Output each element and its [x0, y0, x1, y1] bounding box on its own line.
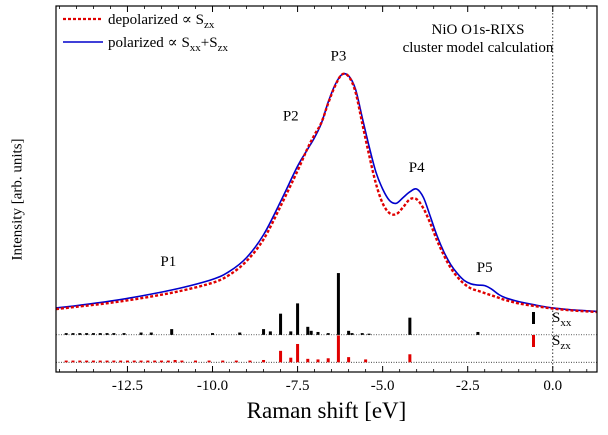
ticks-layer: -12.5 -10.0 -7.5 -5.0 -2.5 0.0: [59, 6, 588, 394]
stick-szx: [166, 360, 170, 363]
peak-label-p4: P4: [409, 160, 425, 176]
stick-sxx: [408, 317, 412, 335]
stick-szx: [194, 360, 198, 363]
stick-szx: [408, 354, 412, 363]
stick-legend: Sxx Szx: [532, 310, 572, 352]
stick-szx: [119, 360, 123, 363]
stick-sxx: [306, 326, 310, 335]
peak-label-p1: P1: [160, 254, 176, 270]
stick-szx: [316, 359, 320, 363]
stick-szx: [326, 358, 330, 363]
peak-labels-layer: P1 P2 P3 P4 P5: [160, 48, 492, 276]
stick-sxx: [64, 333, 68, 335]
stick-sxx: [279, 313, 283, 335]
x-tick-label: -2.5: [456, 378, 480, 394]
stick-szx: [248, 360, 252, 363]
stick-sxx: [360, 333, 364, 335]
stick-sxx: [78, 333, 82, 335]
stick-szx: [306, 358, 310, 363]
stick-szx: [180, 360, 184, 363]
stick-sxx: [98, 333, 102, 335]
stick-szx: [207, 360, 211, 363]
stick-sxx: [367, 333, 371, 335]
stick-sxx: [268, 331, 272, 335]
series-depolarized: [55, 72, 598, 314]
legend-szx-label: Szx: [552, 333, 571, 352]
stick-szx: [289, 357, 293, 363]
stick-sxx: [238, 332, 242, 335]
x-tick-label: -10.0: [197, 378, 228, 394]
stick-szx: [105, 360, 109, 363]
curves-layer: [55, 6, 598, 372]
stick-sxx: [91, 333, 95, 335]
annotation-line-1: NiO O1s-RIXS: [432, 22, 525, 38]
legend-sxx-label: Sxx: [552, 310, 572, 329]
stick-szx: [364, 359, 368, 363]
stick-sxx: [139, 332, 143, 335]
stick-sxx: [326, 333, 330, 335]
stick-szx: [336, 335, 340, 363]
stick-sxx: [262, 329, 266, 335]
stick-sxx: [149, 332, 153, 335]
stick-szx: [85, 360, 89, 363]
stick-szx: [153, 360, 157, 363]
stick-sxx: [350, 333, 354, 335]
peak-label-p5: P5: [477, 260, 493, 276]
stick-sxx: [309, 330, 313, 335]
stick-sxx: [170, 329, 174, 335]
series-polarized: [55, 72, 598, 313]
stick-szx: [296, 343, 300, 363]
peak-label-p3: P3: [330, 48, 346, 64]
x-axis-label: Raman shift [eV]: [246, 398, 407, 423]
stick-sxx: [347, 330, 351, 335]
stick-szx: [64, 360, 68, 363]
stick-szx: [279, 350, 283, 363]
stick-szx: [78, 360, 82, 363]
x-tick-label: -7.5: [286, 378, 310, 394]
stick-szx: [71, 360, 75, 363]
stick-szx: [173, 359, 177, 363]
stick-sxx: [105, 333, 109, 335]
stick-szx: [139, 360, 143, 363]
stick-sxx: [71, 333, 75, 335]
sticks-layer: [56, 273, 597, 363]
stick-sxx: [476, 331, 480, 335]
stick-szx: [98, 360, 102, 363]
stick-sxx: [122, 333, 126, 335]
stick-szx: [132, 360, 136, 363]
legend-polarized-label: polarized ∝ Sxx+Szx: [108, 35, 228, 54]
peak-label-p2: P2: [283, 108, 299, 124]
stick-szx: [112, 360, 116, 363]
stick-sxx: [296, 303, 300, 335]
annotation: NiO O1s-RIXS cluster model calculation: [403, 22, 554, 56]
stick-szx: [347, 357, 351, 363]
stick-szx: [91, 360, 95, 363]
stick-szx: [159, 360, 163, 363]
stick-sxx: [85, 333, 89, 335]
stick-szx: [234, 360, 238, 363]
plot-frame: [55, 5, 598, 373]
stick-szx: [221, 360, 225, 363]
y-axis-label: Intensity [arb. units]: [9, 137, 26, 261]
stick-sxx: [336, 273, 340, 335]
legend-szx-swatch: [532, 335, 535, 347]
legend-sxx-swatch: [532, 312, 535, 324]
stick-szx: [146, 360, 150, 363]
stick-sxx: [211, 333, 215, 335]
stick-sxx: [316, 331, 320, 335]
stick-szx: [262, 359, 266, 363]
stick-sxx: [289, 331, 293, 335]
x-tick-label: -12.5: [112, 378, 143, 394]
x-tick-label: 0.0: [543, 378, 562, 394]
x-tick-label: -5.0: [371, 378, 395, 394]
legend: depolarized ∝ Szx polarized ∝ Sxx+Szx: [63, 12, 228, 54]
y-axis-label-wrap: Intensity [arb. units]: [6, 26, 30, 372]
stick-szx: [125, 360, 129, 363]
stick-sxx: [112, 333, 116, 335]
annotation-line-2: cluster model calculation: [403, 40, 554, 56]
legend-depolarized-label: depolarized ∝ Szx: [108, 12, 215, 31]
